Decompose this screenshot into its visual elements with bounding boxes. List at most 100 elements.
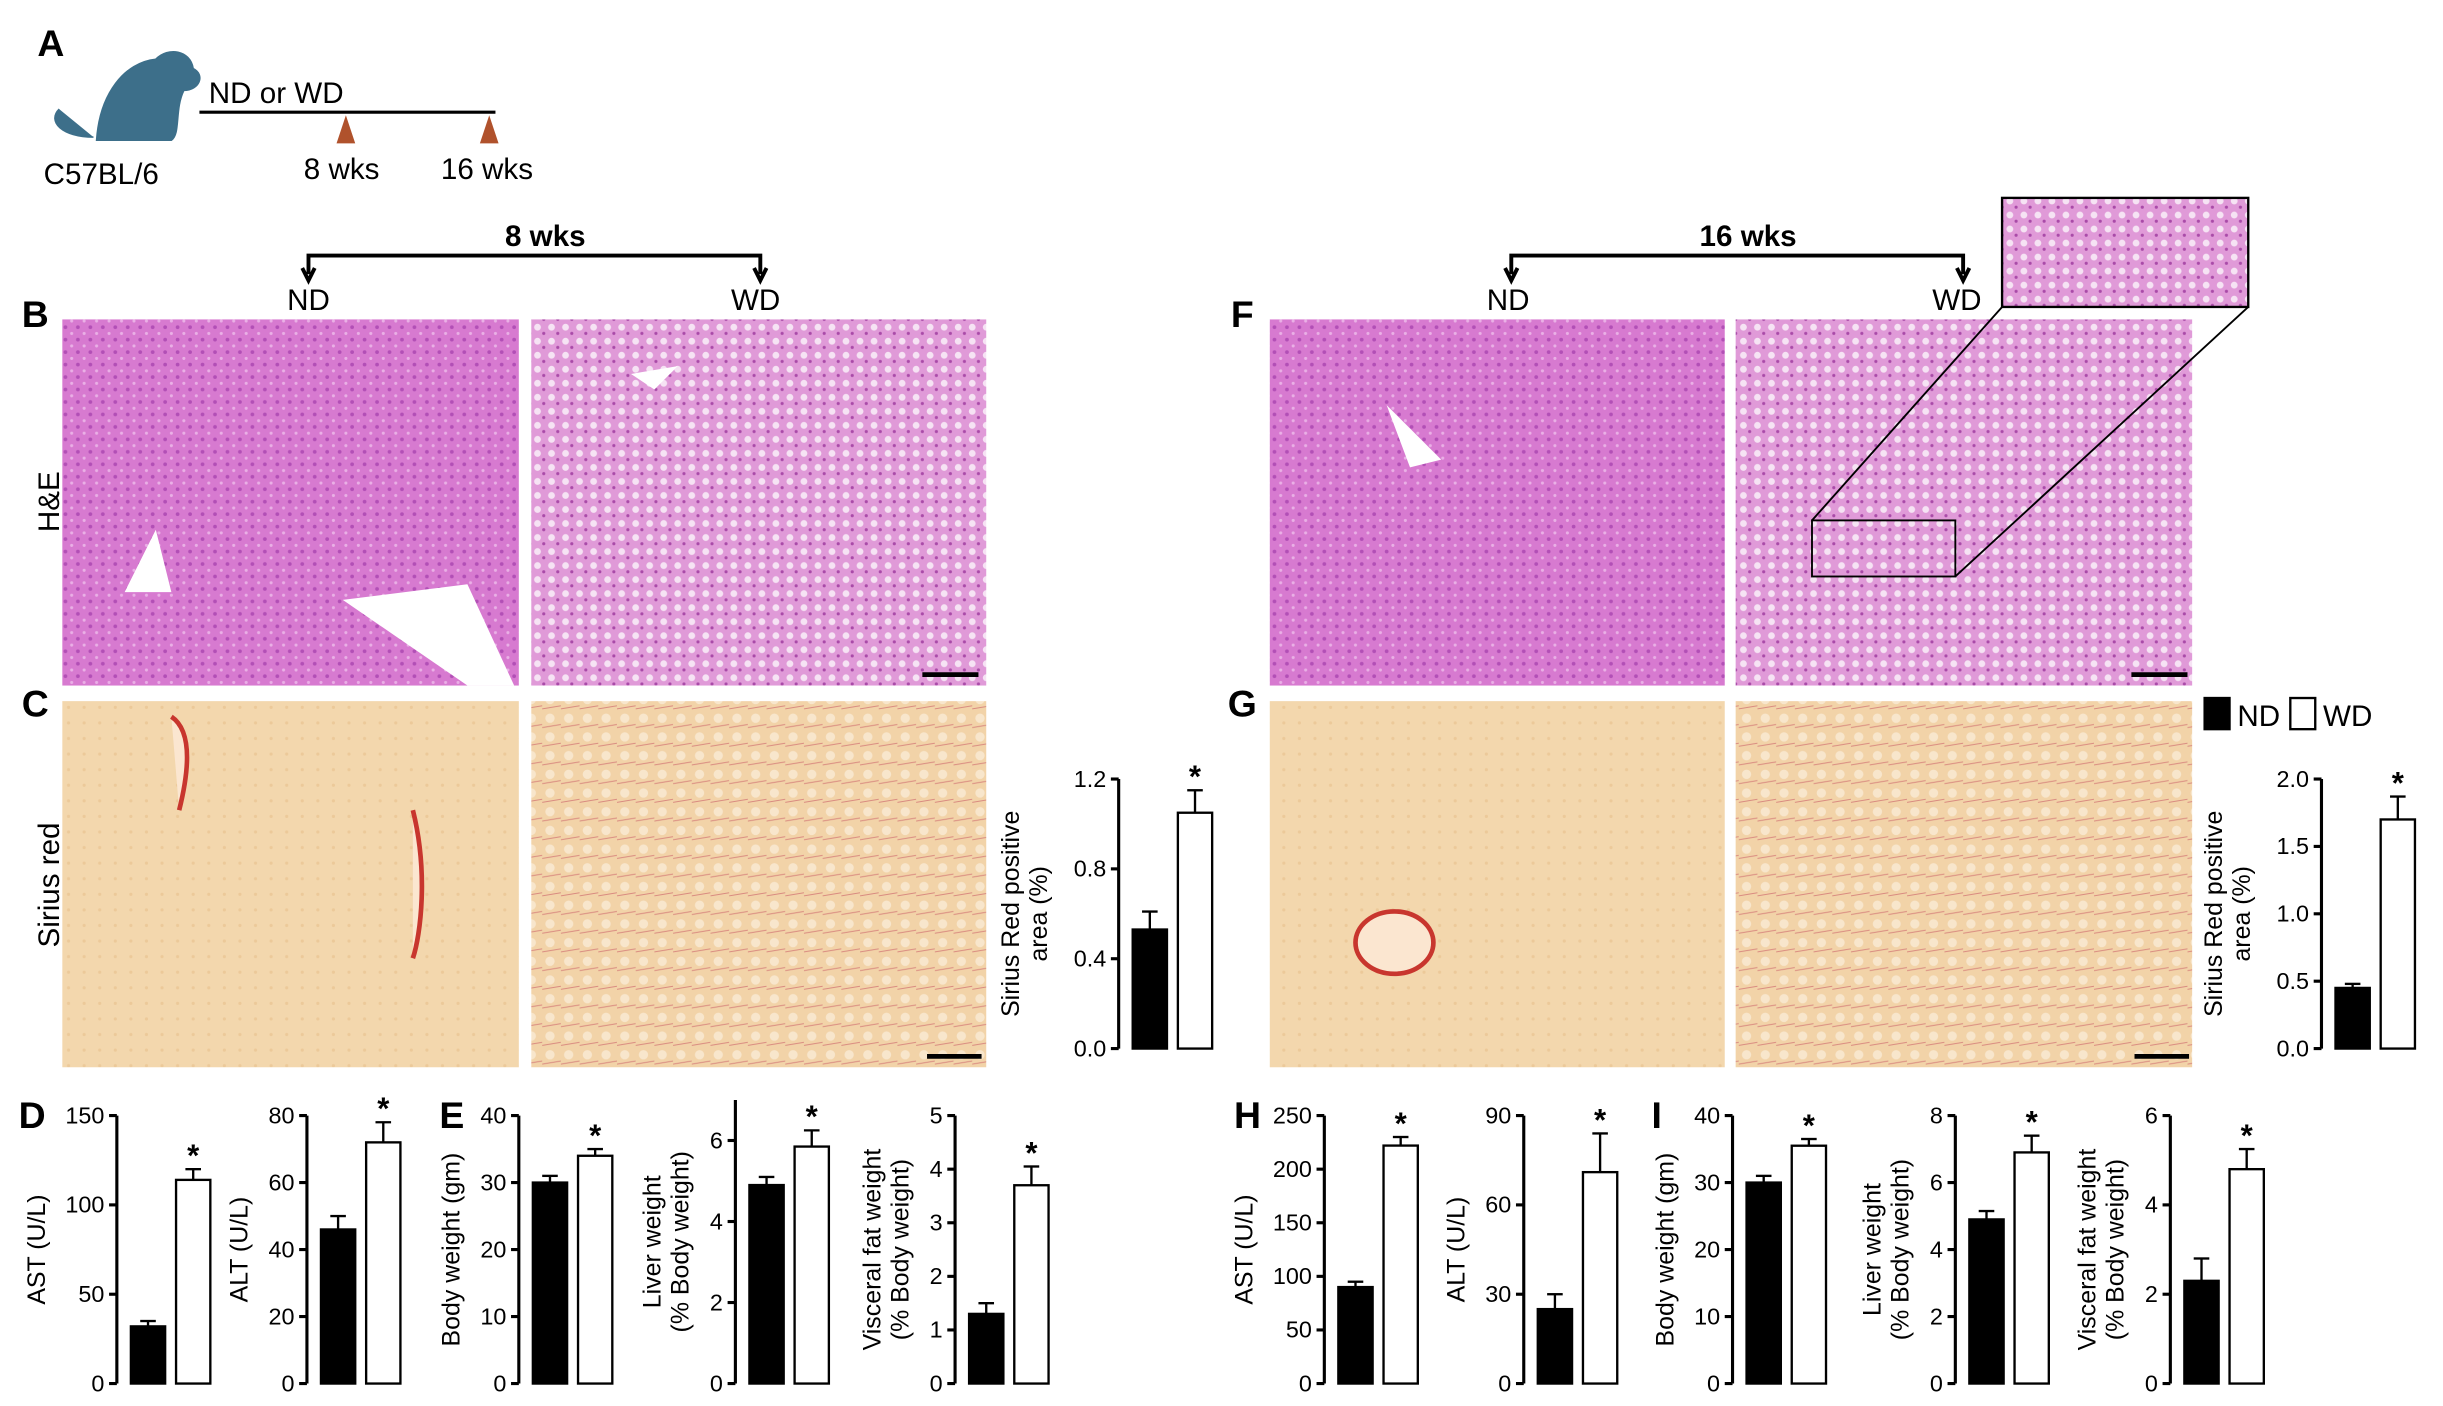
y-tick-label: 80 [268,1102,294,1128]
y-tick-label: 40 [268,1236,294,1262]
bar [793,1145,831,1385]
y-axis-label: Sirius Red positive [2200,811,2228,1017]
y-axis-label: (% Body weight) [667,1151,695,1332]
y-tick-label: 1 [930,1317,943,1343]
y-tick-label: 200 [1273,1156,1312,1182]
bar [1013,1184,1050,1385]
y-tick-label: 2 [2145,1281,2158,1307]
significance-mark: * [589,1118,602,1153]
mouse-icon [54,50,201,142]
y-tick-label: 40 [1694,1102,1720,1128]
y-axis-label: Body weight (gm) [1651,1153,1679,1347]
y-tick-label: 250 [1273,1102,1312,1128]
y-tick-label: 1.5 [2277,833,2309,859]
y-tick-label: 30 [1694,1169,1720,1195]
y-axis-label: Liver weight [1859,1183,1887,1316]
y-axis-label: Visceral fat weight [2074,1149,2102,1351]
y-tick-label: 2 [710,1289,723,1315]
y-tick-label: 6 [1930,1169,1943,1195]
y-tick-label: 0.0 [1074,1035,1106,1061]
vessel [169,714,1436,977]
bar [2379,818,2417,1050]
panel-label: I [1652,1094,1662,1136]
y-axis-label: Body weight (gm) [438,1153,466,1347]
bar [576,1154,614,1385]
y-tick-label: 30 [480,1169,506,1195]
significance-mark: * [1025,1135,1038,1170]
row-label: H&E [33,471,66,532]
significance-mark: * [1594,1102,1607,1137]
y-tick-label: 20 [480,1236,506,1262]
panel-label: G [1228,683,1257,725]
illustrations [54,50,2250,1068]
inset-line [1811,306,2249,578]
bar [319,1228,357,1385]
significance-mark: * [2026,1105,2039,1140]
y-tick-label: 0 [493,1370,506,1396]
significance-mark: * [187,1138,200,1173]
panel-label: B [22,293,49,335]
y-tick-label: 4 [2145,1192,2158,1218]
y-tick-label: 8 [1930,1102,1943,1128]
y-axis-label: area (%) [2228,866,2256,962]
y-tick-label: 150 [65,1102,104,1128]
y-tick-label: 4 [710,1208,723,1234]
y-tick-label: 0.4 [1074,946,1106,972]
y-tick-label: 60 [1485,1192,1511,1218]
bar [1131,928,1169,1050]
histology-image [1269,701,1725,1068]
panel-label: F [1231,293,1254,335]
histology-image [531,319,987,686]
y-tick-label: 0 [2145,1370,2158,1396]
bracket-arrow [1503,253,1972,285]
charts: 0.0 0.4 0.8 1.2 Sirius Red positive area (%) *… [23,696,2417,1396]
y-tick-label: 3 [930,1210,943,1236]
y-tick-label: 100 [1273,1263,1312,1289]
y-tick-label: 1.2 [1074,766,1106,792]
bar [967,1312,1005,1385]
y-axis-label: AST (U/L) [1231,1194,1259,1304]
legend-label: ND [2237,700,2280,733]
y-tick-label: 50 [78,1281,104,1307]
y-tick-label: 40 [480,1102,506,1128]
legend-swatch [2203,696,2231,731]
bar [1790,1144,1828,1385]
y-axis-label: Visceral fat weight [858,1149,886,1351]
bar [129,1325,167,1385]
bar [1745,1181,1783,1385]
y-tick-label: 10 [480,1303,506,1329]
y-tick-label: 20 [1694,1236,1720,1262]
time-marker [479,115,499,144]
y-tick-label: 150 [1273,1210,1312,1236]
significance-mark: * [806,1099,819,1134]
histology-image [1735,319,2193,686]
y-tick-label: 100 [65,1192,104,1218]
significance-mark: * [1803,1108,1816,1143]
panel-label: E [439,1094,464,1136]
y-tick-label: 2 [1930,1303,1943,1329]
y-axis-label: (% Body weight) [1887,1159,1915,1340]
bar [174,1178,212,1385]
time-label: 8 wks [304,153,380,186]
significance-mark: * [2392,765,2405,800]
y-tick-label: 4 [930,1156,943,1182]
bar [2013,1151,2050,1385]
y-axis-label: Liver weight [639,1175,667,1308]
y-tick-label: 60 [268,1169,294,1195]
y-tick-label: 6 [710,1127,723,1153]
inset-image [2000,196,2250,309]
y-tick-label: 0.8 [1074,856,1106,882]
column-label: WD [731,284,780,317]
y-tick-label: 4 [1930,1236,1943,1262]
scale-bar [922,672,2190,1059]
panel-label: H [1234,1094,1261,1136]
y-tick-label: 2.0 [2277,766,2309,792]
diet-label: ND or WD [209,77,344,110]
significance-mark: * [2241,1118,2254,1153]
y-tick-label: 0 [1299,1370,1312,1396]
y-tick-label: 50 [1286,1317,1312,1343]
row-label: Sirius red [33,822,66,947]
bracket-arrow [300,253,769,285]
